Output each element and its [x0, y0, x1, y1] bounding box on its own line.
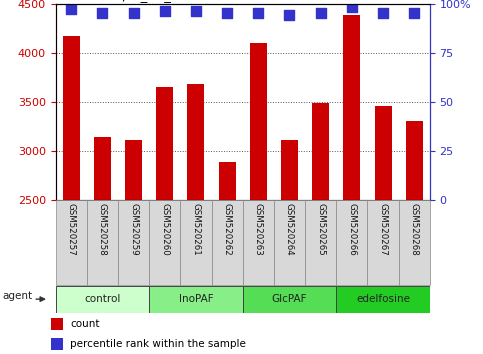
Bar	[56, 286, 149, 313]
Text: GSM520268: GSM520268	[410, 202, 419, 255]
Point	[223, 11, 231, 16]
Text: GSM520266: GSM520266	[347, 202, 356, 255]
Bar	[374, 106, 392, 200]
Point	[379, 11, 387, 16]
Text: GSM520264: GSM520264	[285, 202, 294, 255]
Point	[161, 8, 169, 14]
Text: agent: agent	[3, 291, 33, 301]
Bar	[218, 162, 236, 200]
Bar	[149, 286, 242, 313]
Bar	[156, 87, 173, 200]
Bar	[149, 200, 180, 285]
Text: edelfosine: edelfosine	[356, 294, 410, 304]
Point	[255, 11, 262, 16]
Bar	[51, 318, 63, 330]
Bar	[281, 140, 298, 200]
Bar	[51, 338, 63, 350]
Bar	[398, 200, 430, 285]
Bar	[343, 15, 360, 200]
Text: percentile rank within the sample: percentile rank within the sample	[70, 339, 246, 349]
Bar	[336, 286, 430, 313]
Text: GSM520260: GSM520260	[160, 202, 169, 255]
Bar	[187, 84, 204, 200]
Bar	[118, 200, 149, 285]
Bar	[406, 121, 423, 200]
Bar	[180, 200, 212, 285]
Point	[411, 11, 418, 16]
Bar	[242, 200, 274, 285]
Text: GSM520262: GSM520262	[223, 202, 232, 255]
Text: count: count	[70, 319, 99, 329]
Bar	[94, 137, 111, 200]
Point	[317, 11, 325, 16]
Point	[129, 11, 137, 16]
Bar	[368, 200, 398, 285]
Text: GSM520261: GSM520261	[191, 202, 200, 255]
Point	[285, 12, 293, 18]
Text: GSM520259: GSM520259	[129, 202, 138, 255]
Text: GDS3796 / A_23_P122304: GDS3796 / A_23_P122304	[56, 0, 229, 2]
Bar	[212, 200, 242, 285]
Text: GSM520265: GSM520265	[316, 202, 325, 255]
Point	[67, 7, 75, 12]
Bar	[87, 200, 118, 285]
Text: GSM520263: GSM520263	[254, 202, 263, 255]
Bar	[274, 200, 305, 285]
Bar	[242, 286, 336, 313]
Bar	[250, 43, 267, 200]
Bar	[336, 200, 368, 285]
Text: GSM520267: GSM520267	[379, 202, 387, 255]
Bar	[63, 36, 80, 200]
Text: GlcPAF: GlcPAF	[272, 294, 307, 304]
Bar	[305, 200, 336, 285]
Text: GSM520257: GSM520257	[67, 202, 76, 255]
Point	[348, 5, 356, 10]
Bar	[125, 140, 142, 200]
Text: GSM520258: GSM520258	[98, 202, 107, 255]
Point	[192, 8, 200, 14]
Text: InoPAF: InoPAF	[179, 294, 213, 304]
Bar	[56, 200, 87, 285]
Text: control: control	[84, 294, 121, 304]
Bar	[312, 103, 329, 200]
Point	[99, 11, 106, 16]
